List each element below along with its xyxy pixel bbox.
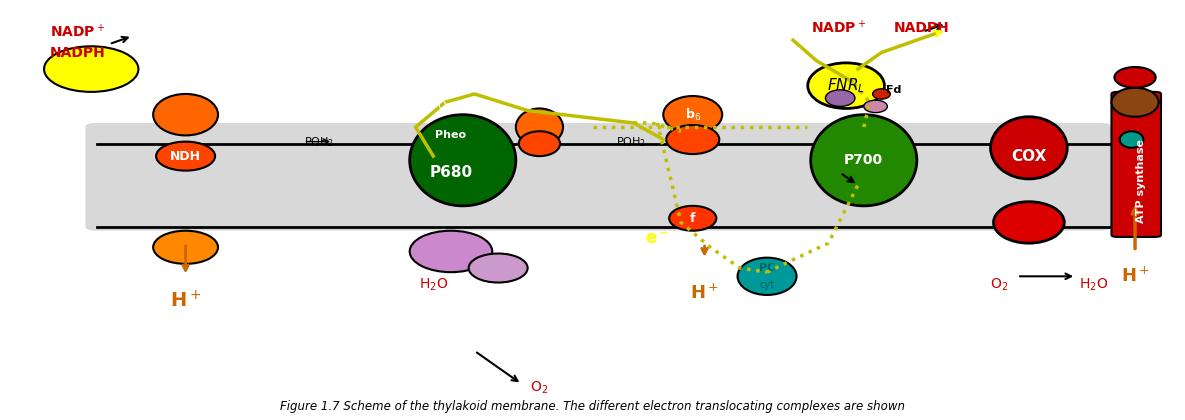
Ellipse shape (1112, 88, 1159, 117)
Ellipse shape (826, 90, 854, 106)
Text: COX: COX (1011, 149, 1046, 164)
Text: H$^+$: H$^+$ (1121, 267, 1149, 286)
Text: H$^+$: H$^+$ (690, 283, 719, 302)
Text: PQH$_2$: PQH$_2$ (616, 135, 646, 149)
Text: NADPH: NADPH (893, 21, 949, 34)
Ellipse shape (44, 46, 139, 92)
Ellipse shape (410, 115, 515, 206)
Ellipse shape (811, 115, 917, 206)
Ellipse shape (410, 231, 492, 272)
Text: Q$_A$: Q$_A$ (437, 100, 453, 113)
Ellipse shape (666, 125, 719, 154)
Text: cyt: cyt (760, 280, 775, 290)
Text: $FNR_L$: $FNR_L$ (827, 76, 865, 95)
Ellipse shape (153, 231, 218, 264)
Text: NADPH: NADPH (50, 45, 105, 60)
Ellipse shape (515, 108, 563, 146)
Text: O$_2$: O$_2$ (530, 380, 549, 396)
Text: P700: P700 (844, 153, 883, 167)
Text: O$_2$: O$_2$ (991, 276, 1008, 293)
FancyBboxPatch shape (1112, 92, 1161, 237)
Text: NADP$^+$: NADP$^+$ (811, 19, 866, 36)
Text: Figure 1.7 Scheme of the thylakoid membrane. The different electron translocatin: Figure 1.7 Scheme of the thylakoid membr… (280, 400, 905, 413)
Ellipse shape (808, 63, 884, 108)
Ellipse shape (468, 254, 527, 283)
Text: H$_2$O: H$_2$O (1080, 276, 1108, 293)
Ellipse shape (670, 206, 717, 231)
Text: b$_6$: b$_6$ (685, 107, 700, 123)
Text: f: f (690, 212, 696, 225)
Text: H$_2$O: H$_2$O (418, 276, 448, 293)
Ellipse shape (991, 117, 1068, 179)
Text: P680: P680 (429, 165, 473, 180)
Text: PQH$_2$: PQH$_2$ (303, 135, 334, 149)
Ellipse shape (153, 94, 218, 135)
Ellipse shape (664, 96, 722, 133)
Ellipse shape (737, 257, 796, 295)
Text: NADP$^+$: NADP$^+$ (50, 23, 105, 40)
Text: H$^+$: H$^+$ (169, 291, 201, 312)
Text: e$^-$: e$^-$ (646, 230, 670, 248)
Ellipse shape (864, 100, 888, 113)
Ellipse shape (1120, 131, 1144, 148)
Ellipse shape (872, 89, 890, 99)
Text: PC: PC (758, 263, 775, 273)
Ellipse shape (156, 142, 216, 171)
Text: Pheo: Pheo (435, 130, 467, 140)
Ellipse shape (1114, 67, 1155, 88)
Text: ATP synthase: ATP synthase (1136, 139, 1146, 223)
Text: NDH: NDH (171, 150, 201, 163)
Text: Q$_B$: Q$_B$ (485, 100, 500, 113)
Ellipse shape (993, 202, 1064, 243)
Ellipse shape (519, 131, 561, 156)
FancyBboxPatch shape (85, 123, 1112, 231)
Text: Fd: Fd (885, 85, 901, 95)
